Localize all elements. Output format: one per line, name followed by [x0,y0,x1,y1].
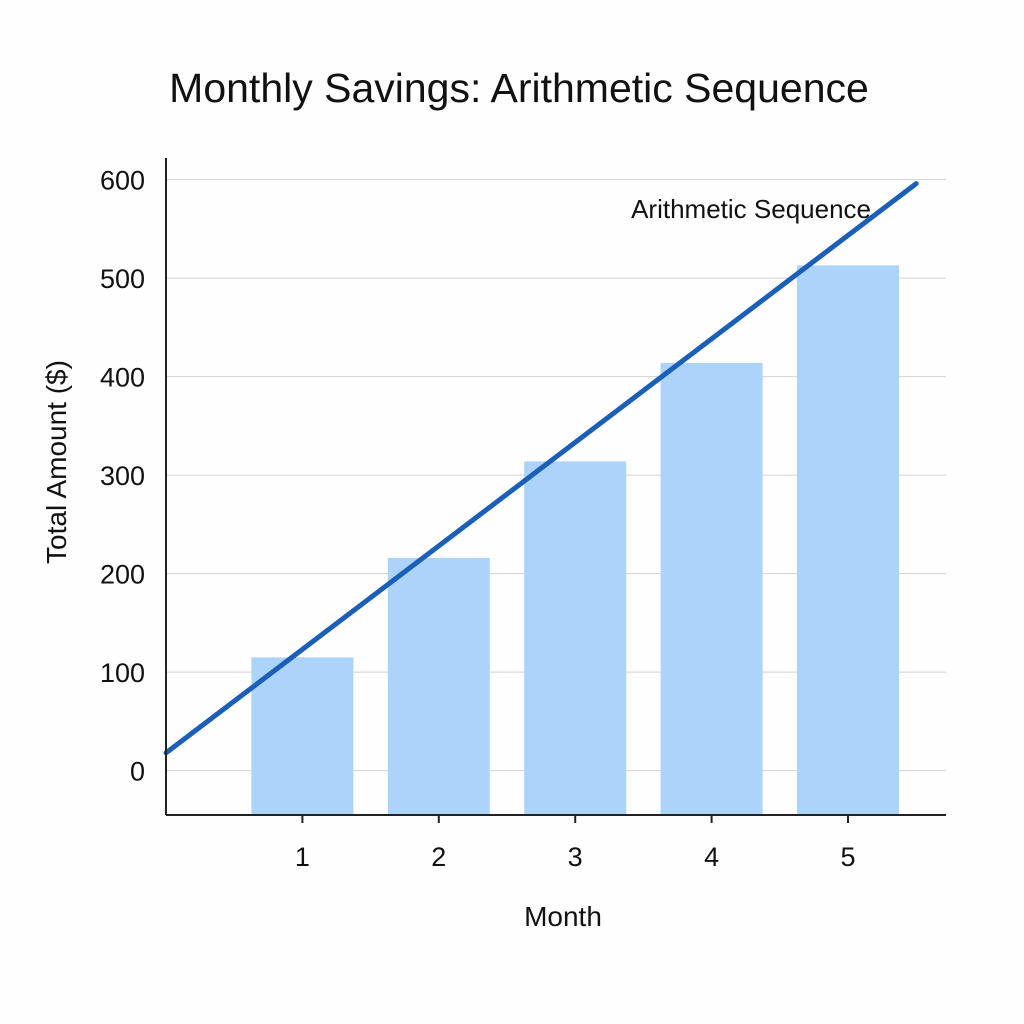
y-tick-label: 100 [100,658,145,688]
y-ticks: 0 100 200 300 400 500 600 [100,166,145,787]
trend-line-group [163,181,919,756]
y-axis-label: Total Amount ($) [41,360,72,564]
bar [524,461,627,815]
y-tick-label: 0 [130,757,145,787]
x-tick-label: 1 [295,842,310,872]
x-axis-label: Month [524,901,602,932]
y-tick-label: 300 [100,461,145,491]
bar [797,265,899,815]
chart-title: Monthly Savings: Arithmetic Sequence [169,65,869,111]
y-tick-label: 600 [100,166,145,196]
x-tick-label: 4 [704,842,719,872]
axes [165,158,946,816]
trend-line-label: Arithmetic Sequence [631,194,871,224]
y-tick-label: 400 [100,363,145,393]
bar [251,657,354,815]
x-tick-label: 2 [431,842,446,872]
y-tick-label: 500 [100,264,145,294]
trend-line [163,181,919,756]
bar [387,557,490,815]
x-tick-label: 3 [568,842,583,872]
x-tick-label: 5 [840,842,855,872]
bars [251,265,899,815]
bar [660,362,763,815]
x-ticks: 1 2 3 4 5 [295,815,856,872]
y-tick-label: 200 [100,560,145,590]
